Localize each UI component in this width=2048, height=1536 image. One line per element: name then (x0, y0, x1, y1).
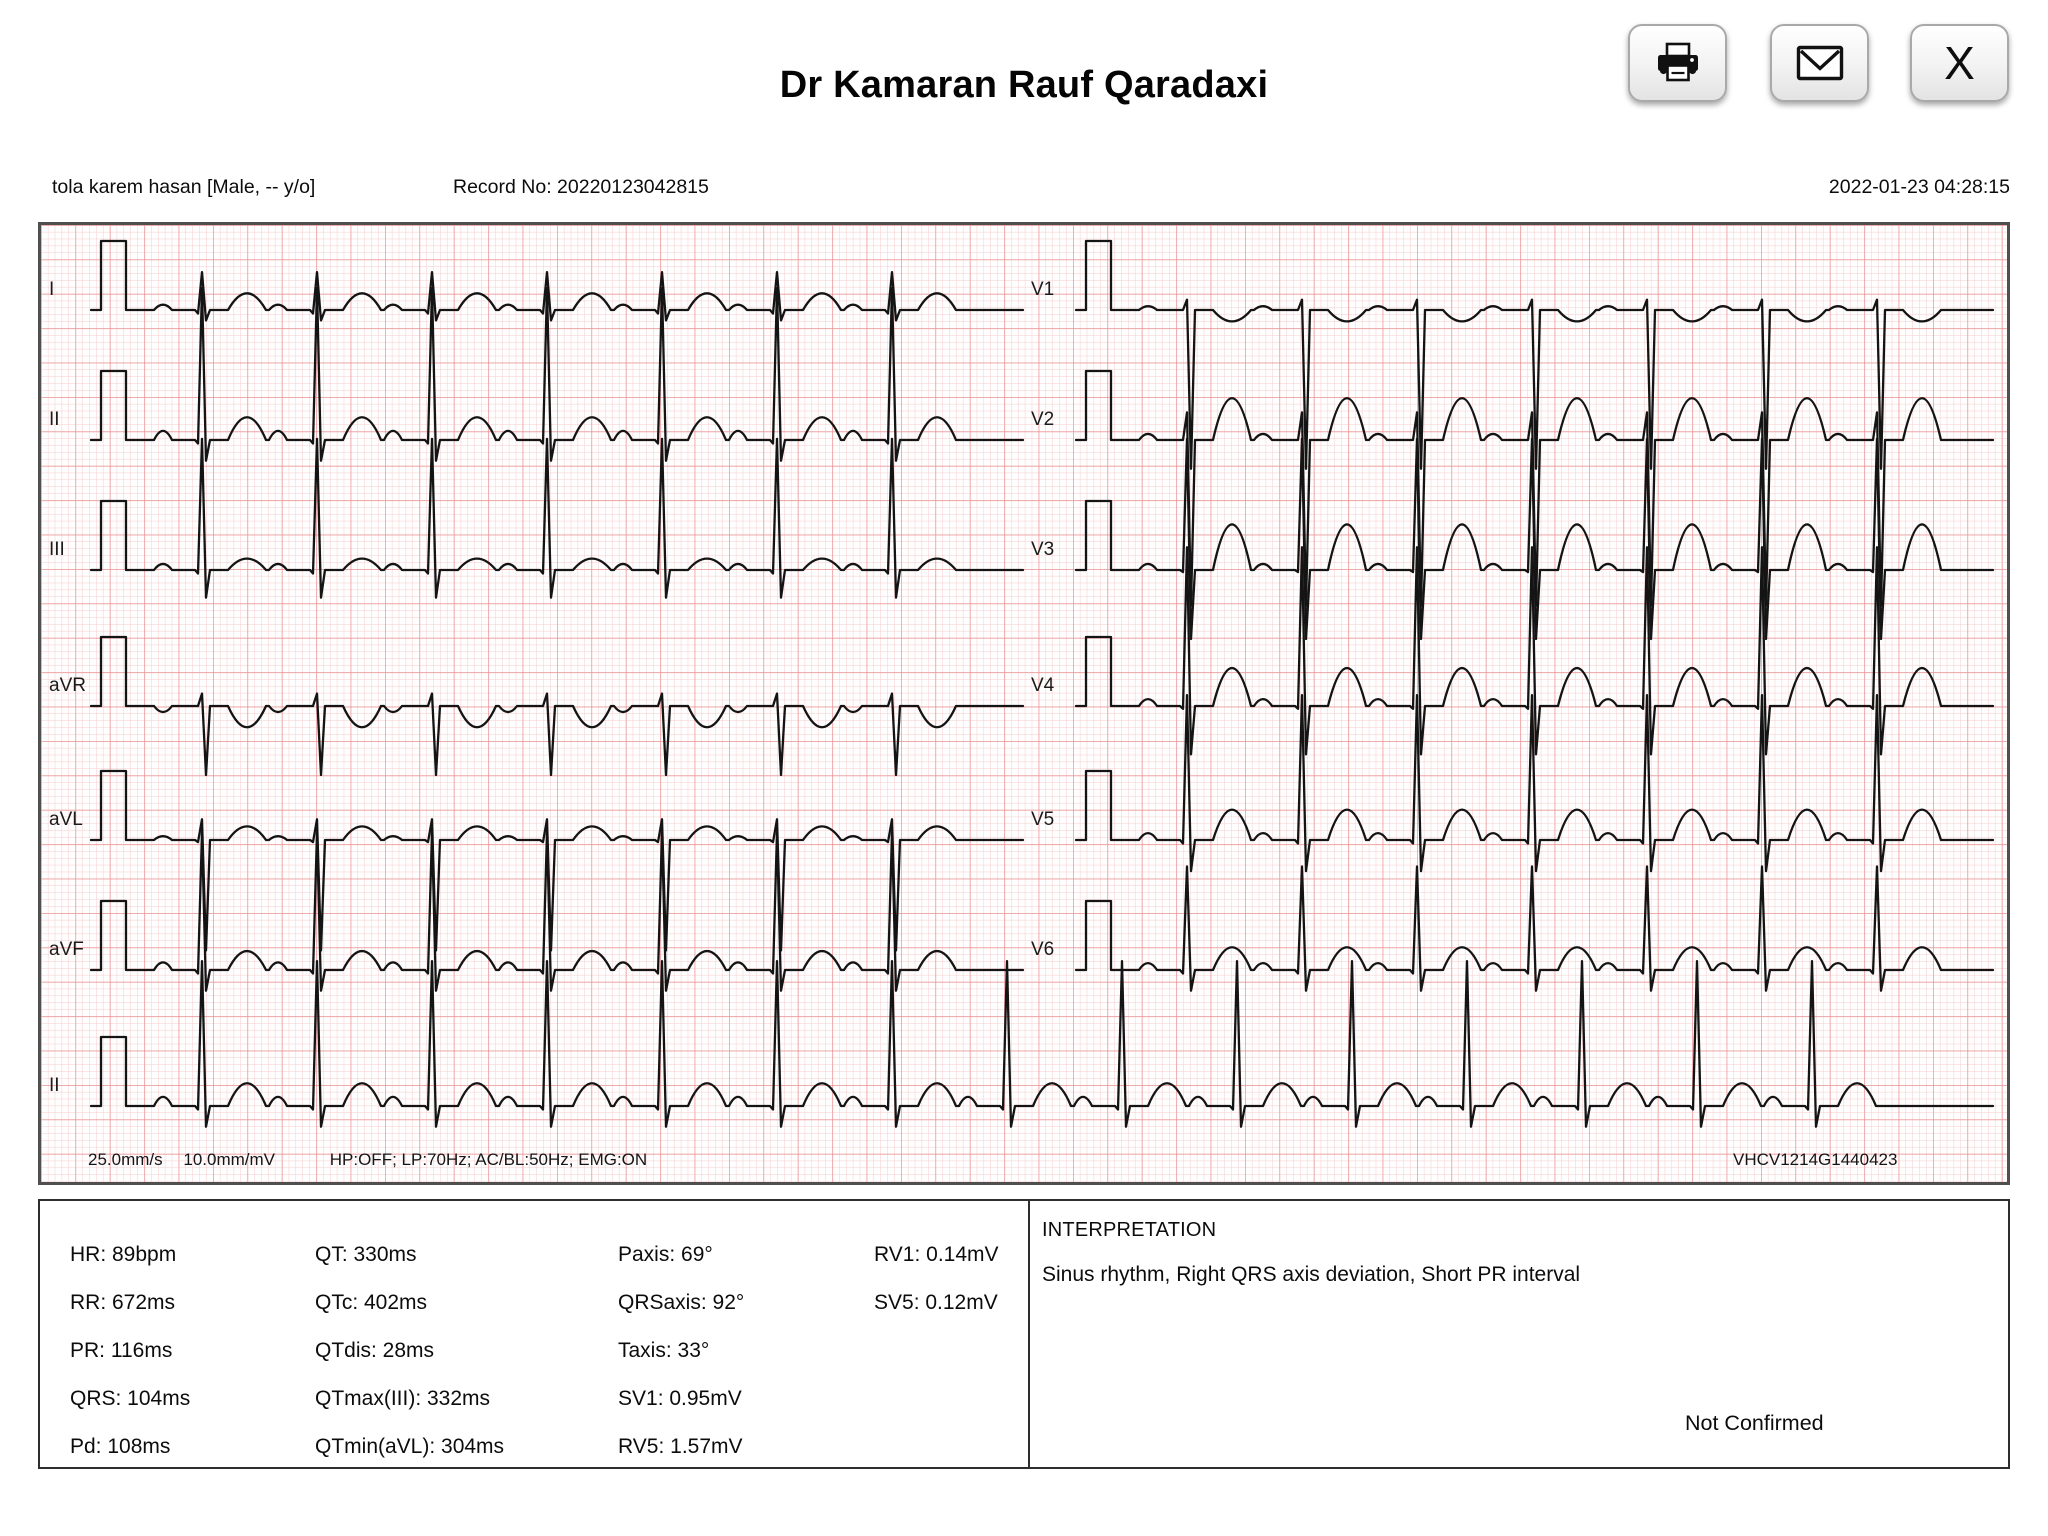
confirmation-status: Not Confirmed (1685, 1411, 1824, 1435)
lead-label-ii: II (49, 1075, 60, 1096)
ecg-grid-major (41, 225, 2007, 1182)
ecg-trace-iii (89, 437, 1025, 599)
paper-speed: 25.0mm/s (88, 1150, 163, 1169)
measurement-value: Pd: 108ms (70, 1435, 171, 1458)
lead-label-v1: V1 (1031, 279, 1054, 300)
lead-label-i: I (49, 279, 54, 300)
measurement-value: QTmax(III): 332ms (315, 1387, 491, 1410)
ecg-trace-ii (89, 959, 1995, 1128)
ecg-trace-ii (89, 287, 1025, 462)
measurement-value: Taxis: 33° (618, 1339, 710, 1362)
measurement-value: SV1: 0.95mV (618, 1387, 742, 1410)
ecg-trace-v4 (1074, 546, 1995, 756)
ecg-trace-v5 (1074, 693, 1995, 873)
ecg-trace-v2 (1074, 369, 1995, 607)
print-button[interactable] (1628, 24, 1727, 102)
measurements-column-2: QT: 330ms QTc: 402ms QTdis: 28ms QTmax(III)… (315, 1231, 504, 1471)
envelope-icon (1796, 45, 1843, 81)
interpretation-title: INTERPRETATION (1042, 1219, 1217, 1241)
measurement-value: QTmin(aVL): 304ms (315, 1435, 505, 1458)
close-button[interactable]: X (1910, 24, 2009, 102)
lead-label-ii: II (49, 409, 60, 430)
measurements-column-3: Paxis: 69° QRSaxis: 92° Taxis: 33° SV1: 0.9… (618, 1231, 744, 1471)
lead-label-v2: V2 (1031, 409, 1054, 430)
lead-label-v5: V5 (1031, 809, 1054, 830)
measurement-value: QRS: 104ms (70, 1387, 191, 1410)
filter-settings: HP:OFF; LP:70Hz; AC/BL:50Hz; EMG:ON (329, 1150, 648, 1169)
panel-divider (1028, 1201, 1030, 1467)
record-datetime: 2022-01-23 04:28:15 (1828, 176, 2010, 198)
measurement-value: SV5: 0.12mV (874, 1291, 998, 1314)
lead-label-v4: V4 (1031, 675, 1055, 696)
measurement-value: HR: 89bpm (70, 1243, 177, 1266)
printer-icon (1657, 42, 1698, 82)
lead-label-avr: aVR (49, 675, 86, 696)
lead-label-avf: aVF (49, 939, 84, 960)
ecg-trace-v6 (1074, 865, 1995, 992)
lead-label-v3: V3 (1031, 539, 1054, 560)
lead-label-iii: III (49, 539, 65, 560)
measurements-column-1: HR: 89bpm RR: 672ms PR: 116ms QRS: 104ms Pd:… (70, 1231, 190, 1471)
ecg-trace-v3 (1074, 437, 1995, 641)
measurement-value: QTc: 402ms (315, 1291, 428, 1314)
ecg-trace-avf (89, 830, 1025, 992)
interpretation-text: Sinus rhythm, Right QRS axis deviation, … (1042, 1263, 1581, 1286)
ecg-trace-avr (89, 635, 1025, 777)
results-panel: HR: 89bpm RR: 672ms PR: 116ms QRS: 104ms Pd:… (38, 1199, 2010, 1469)
measurement-value: QRSaxis: 92° (618, 1291, 745, 1314)
measurement-value: RV1: 0.14mV (874, 1243, 999, 1266)
measurement-value: PR: 116ms (70, 1339, 173, 1362)
patient-info: tola karem hasan [Male, -- y/o] (52, 176, 316, 198)
measurement-value: Paxis: 69° (618, 1243, 713, 1266)
measurement-value: RR: 672ms (70, 1291, 176, 1314)
ecg-chart: I II III aVR aVL aVF V1 V2 V3 V4 V5 V6 II 25.0mm/s 1… (38, 222, 2010, 1185)
measurement-value: QTdis: 28ms (315, 1339, 435, 1362)
ecg-trace-v1 (1074, 239, 1995, 470)
ecg-trace-avl (89, 769, 1025, 952)
lead-label-avl: aVL (49, 809, 83, 830)
measurement-value: QT: 330ms (315, 1243, 417, 1266)
measurement-value: RV5: 1.57mV (618, 1435, 743, 1458)
ecg-trace-i (89, 239, 1025, 322)
close-x-label: X (1944, 37, 1975, 89)
page-title: Dr Kamaran Rauf Qaradaxi (779, 64, 1269, 106)
email-button[interactable] (1770, 24, 1869, 102)
device-code: VHCV1214G1440423 (1733, 1150, 1898, 1169)
ecg-footer: 25.0mm/s 10.0mm/mV HP:OFF; LP:70Hz; AC/B… (88, 1150, 647, 1170)
paper-gain: 10.0mm/mV (183, 1150, 276, 1169)
record-number: Record No: 20220123042815 (453, 176, 709, 198)
lead-label-v6: V6 (1031, 939, 1054, 960)
measurements-column-4: RV1: 0.14mV SV5: 0.12mV (874, 1231, 999, 1327)
